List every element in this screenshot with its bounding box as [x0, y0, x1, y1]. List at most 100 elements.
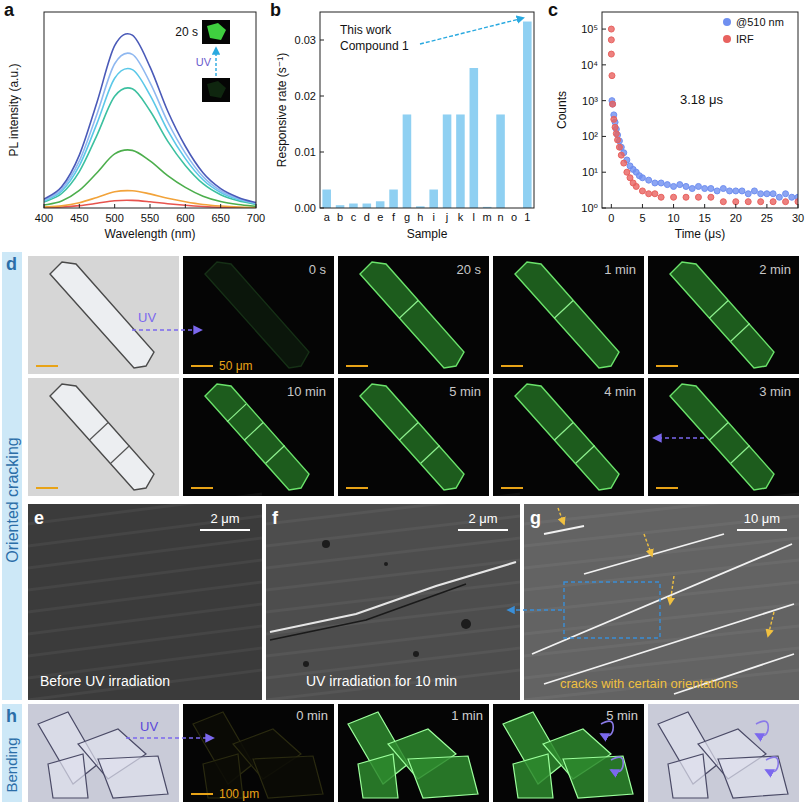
- scale-label: 50 μm: [219, 359, 253, 373]
- x-tick-label: o: [511, 211, 517, 223]
- scale-label: 2 μm: [468, 511, 497, 526]
- data-point: [633, 183, 639, 189]
- y-tick: [320, 40, 324, 41]
- panel-letter: g: [530, 508, 541, 528]
- x-tick-label: 5: [639, 212, 645, 224]
- time-label: 1 min: [451, 708, 483, 723]
- bend-arrow: [611, 757, 623, 772]
- surface-defect: [384, 562, 388, 566]
- time-label: 5 min: [606, 708, 638, 723]
- data-point: [677, 182, 683, 188]
- scale-bar: [36, 487, 58, 489]
- bars: [322, 22, 531, 208]
- time-label: 3 min: [759, 384, 791, 399]
- x-tick-label: c: [351, 211, 357, 223]
- y-tick-label: 0.02: [295, 90, 316, 102]
- scale-bar: [191, 487, 213, 489]
- micrograph: [648, 704, 799, 802]
- x-tick-label: 400: [35, 212, 53, 224]
- plate: [48, 754, 88, 798]
- bar: [429, 190, 438, 208]
- crystal: [670, 262, 774, 368]
- x-tick-label: 10: [667, 212, 679, 224]
- x-tick-label: m: [483, 211, 492, 223]
- micrograph: [28, 378, 179, 496]
- bar: [523, 22, 532, 208]
- scale-bar: [200, 529, 250, 531]
- data-point: [618, 152, 624, 158]
- crack: [554, 423, 573, 441]
- legend-label: IRF: [736, 33, 754, 45]
- data-point: [727, 188, 733, 194]
- micrograph: [338, 378, 489, 496]
- bar: [376, 201, 385, 208]
- x-tick-label: d: [364, 211, 370, 223]
- annotation: 3.18 μs: [680, 92, 723, 107]
- y-tick-label: 10²: [582, 130, 598, 142]
- y-tick: [320, 152, 324, 153]
- data-point: [611, 116, 617, 122]
- data-point: [739, 188, 745, 194]
- legend-label: @510 nm: [736, 16, 784, 28]
- data-point: [608, 37, 614, 43]
- crystal: [515, 384, 619, 490]
- crystal: [360, 262, 464, 368]
- bar: [349, 204, 358, 208]
- data-point: [639, 175, 645, 181]
- caption: UV irradiation for 10 min: [306, 673, 457, 689]
- data-point: [708, 194, 714, 200]
- bar: [470, 68, 479, 208]
- x-axis-title: Wavelength (nm): [105, 227, 196, 241]
- micrograph: [648, 378, 799, 496]
- x-tick: [150, 204, 151, 208]
- legend-swatch: [723, 35, 731, 43]
- data-point: [770, 199, 776, 205]
- scale-bar: [346, 365, 368, 367]
- micrograph: [183, 704, 334, 802]
- scale-label: 100 μm: [219, 787, 259, 801]
- data-point: [658, 194, 664, 200]
- crack: [266, 446, 285, 464]
- data-point: [608, 51, 614, 57]
- x-tick: [114, 204, 115, 208]
- surface-defect: [461, 619, 471, 629]
- panel-letter: c: [548, 0, 558, 20]
- x-tick-label: l: [473, 211, 475, 223]
- x-tick-label: g: [404, 211, 410, 223]
- data-point: [613, 131, 619, 137]
- x-tick-label: 25: [761, 212, 773, 224]
- y-axis-title: Responsive rate (s⁻¹): [275, 53, 289, 167]
- y-tick: [602, 136, 606, 137]
- crack: [532, 544, 792, 654]
- surface-defect: [303, 661, 309, 667]
- bar: [496, 114, 505, 208]
- data-point: [733, 199, 739, 205]
- pointer-arrow: [768, 612, 774, 636]
- plate: [718, 756, 788, 798]
- crack: [399, 423, 418, 441]
- bar: [443, 114, 452, 208]
- y-axis-title: Counts: [555, 91, 569, 129]
- spectrum-line: [44, 53, 256, 203]
- x-tick-label: 1: [524, 211, 530, 223]
- data-point: [646, 191, 652, 197]
- x-tick-label: 650: [211, 212, 229, 224]
- data-point: [733, 188, 739, 194]
- panel-letter: b: [270, 0, 281, 20]
- x-tick: [642, 204, 643, 208]
- y-tick-label: 0.00: [295, 202, 316, 214]
- scale-bar: [501, 365, 523, 367]
- plate: [253, 756, 323, 798]
- panel-letter: e: [34, 508, 44, 528]
- time-label: 0 s: [309, 262, 327, 277]
- micrograph: [338, 704, 489, 802]
- y-axis-title: PL intensity (a.u.): [7, 64, 21, 157]
- data-point: [664, 182, 670, 188]
- y-tick: [602, 172, 606, 173]
- crack: [421, 446, 440, 464]
- micrograph: [183, 378, 334, 496]
- x-tick-label: 600: [176, 212, 194, 224]
- inset-crystal: [207, 23, 226, 40]
- x-tick-label: 500: [105, 212, 123, 224]
- data-point: [776, 194, 782, 200]
